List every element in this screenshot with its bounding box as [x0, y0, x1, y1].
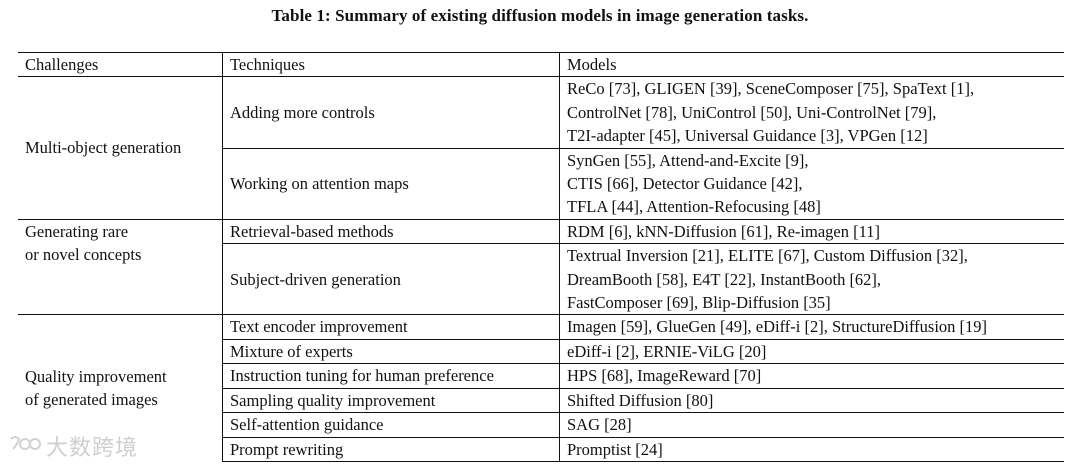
table-row: Sampling quality improvement Shifted Dif… [18, 387, 1064, 413]
models-cell: Shifted Diffusion [80] [559, 387, 1064, 413]
models-cell: SynGen [55], Attend-and-Excite [9], CTIS… [559, 147, 1064, 220]
models-cell: Textrual Inversion [21], ELITE [67], Cus… [559, 243, 1064, 315]
watermark-logo-icon [8, 435, 42, 457]
header-techniques: Techniques [222, 51, 560, 78]
models-line: CTIS [66], Detector Guidance [42], [567, 174, 803, 194]
table-row: Self-attention guidance SAG [28] [18, 412, 1064, 437]
table-row: Quality improvement of generated images … [18, 314, 1064, 462]
models-cell: Promptist [24] [559, 436, 1064, 462]
watermark-text: 大数跨境 [46, 436, 139, 461]
table-row: Mixture of experts eDiff-i [2], ERNIE-Vi… [18, 338, 1064, 364]
challenge-cell: Multi-object generation [18, 77, 223, 219]
challenge-label: or novel concepts [25, 245, 142, 265]
models-line: T2I-adapter [45], Universal Guidance [3]… [567, 126, 928, 146]
technique-cell: Mixture of experts [222, 338, 560, 364]
table-row: Instruction tuning for human preference … [18, 363, 1064, 389]
watermark: 大数跨境 [8, 430, 138, 462]
models-cell: HPS [68], ImageReward [70] [559, 363, 1064, 389]
models-cell: ReCo [73], GLIGEN [39], SceneComposer [7… [559, 76, 1064, 149]
header-challenges: Challenges [18, 51, 223, 78]
challenge-cell: Quality improvement of generated images [18, 314, 223, 462]
models-cell: RDM [6], kNN-Diffusion [61], Re-imagen [… [559, 218, 1064, 244]
technique-cell: Adding more controls [222, 76, 560, 149]
challenge-label: Multi-object generation [25, 138, 182, 158]
technique-cell: Self-attention guidance [222, 412, 560, 437]
technique-cell: Instruction tuning for human preference [222, 363, 560, 389]
technique-cell: Sampling quality improvement [222, 387, 560, 413]
models-cell: SAG [28] [559, 412, 1064, 437]
header-row: Challenges Techniques Models [18, 51, 1064, 78]
technique-cell: Retrieval-based methods [222, 218, 560, 244]
models-line: ControlNet [78], UniControl [50], Uni-Co… [567, 102, 937, 122]
table-row: Working on attention maps SynGen [55], A… [18, 147, 1064, 220]
table-row: Generating rare or novel concepts Retrie… [18, 218, 1064, 315]
table-row: Prompt rewriting Promptist [24] [18, 436, 1064, 462]
models-line: RDM [6], kNN-Diffusion [61], Re-imagen [… [567, 221, 880, 241]
models-line: FastComposer [69], Blip-Diffusion [35] [567, 293, 831, 313]
models-line: ReCo [73], GLIGEN [39], SceneComposer [7… [567, 79, 975, 99]
table-row: Multi-object generation Adding more cont… [18, 76, 1064, 157]
models-line: TFLA [44], Attention-Refocusing [48] [567, 197, 821, 217]
challenge-cell: Generating rare or novel concepts [18, 218, 223, 315]
models-line: Textrual Inversion [21], ELITE [67], Cus… [567, 246, 968, 266]
technique-cell: Subject-driven generation [222, 243, 560, 315]
challenge-label: Quality improvement [25, 367, 167, 387]
models-cell: eDiff-i [2], ERNIE-ViLG [20] [559, 338, 1064, 364]
models-line: DreamBooth [58], E4T [22], InstantBooth … [567, 269, 882, 289]
technique-cell: Text encoder improvement [222, 314, 560, 340]
table-caption: Table 1: Summary of existing diffusion m… [271, 6, 809, 25]
challenge-label: Generating rare [25, 221, 129, 241]
summary-table: Challenges Techniques Models Multi-objec… [18, 51, 1064, 462]
table-row: Subject-driven generation Textrual Inver… [18, 243, 1064, 315]
header-models: Models [559, 51, 1064, 78]
technique-cell: Prompt rewriting [222, 436, 560, 462]
technique-cell: Working on attention maps [222, 147, 560, 220]
models-line: SynGen [55], Attend-and-Excite [9], [567, 150, 809, 170]
models-cell: Imagen [59], GlueGen [49], eDiff-i [2], … [559, 314, 1064, 340]
challenge-label: of generated images [25, 390, 158, 410]
